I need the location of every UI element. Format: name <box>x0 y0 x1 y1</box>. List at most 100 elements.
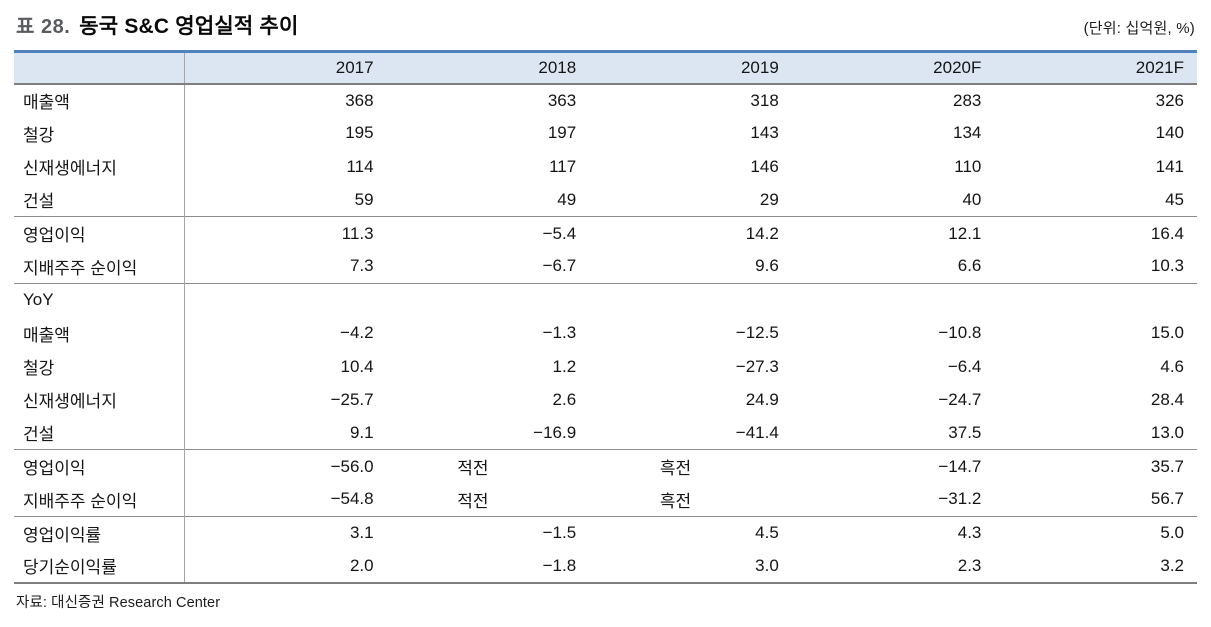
table-row: 영업이익률 3.1 −1.5 4.5 4.3 5.0 <box>14 515 1197 550</box>
cell: 28.4 <box>1150 389 1184 409</box>
cell: −10.8 <box>938 323 982 343</box>
row-label: 매출액 <box>14 83 185 117</box>
header-row: 2017 2018 2019 2020F 2021F <box>14 51 1197 85</box>
cell: 5.0 <box>994 515 1197 550</box>
cell: 40 <box>962 189 982 209</box>
table-row: 신재생에너지 114 117 146 110 141 <box>14 150 1197 184</box>
table-row: 지배주주 순이익 −54.8 적전 흑전 −31.2 56.7 <box>14 483 1197 517</box>
table-row: 신재생에너지 −25.7 2.6 24.9 −24.7 28.4 <box>14 383 1197 417</box>
cell <box>994 282 1197 317</box>
header-cell-empty <box>14 51 185 85</box>
row-label: 영업이익 <box>14 449 185 484</box>
cell: 29 <box>759 189 779 209</box>
table-title-row: 표 28. 동국 S&C 영업실적 추이 (단위: 십억원, %) <box>14 8 1197 50</box>
cell: −41.4 <box>735 422 779 442</box>
table-row: 영업이익 11.3 −5.4 14.2 12.1 16.4 <box>14 216 1197 250</box>
cell: 4.5 <box>589 515 792 550</box>
cell: 197 <box>547 123 577 143</box>
cell: 318 <box>750 90 779 110</box>
row-label: 신재생에너지 <box>14 150 185 184</box>
cell: 134 <box>953 123 982 143</box>
cell: 6.6 <box>957 256 982 276</box>
cell: 흑전 <box>659 491 692 511</box>
row-label: 철강 <box>14 116 185 151</box>
table-row: 철강 10.4 1.2 −27.3 −6.4 4.6 <box>14 349 1197 384</box>
cell <box>184 282 387 317</box>
cell: −16.9 <box>533 422 577 442</box>
table-row: 건설 59 49 29 40 45 <box>14 183 1197 217</box>
cell: 114 <box>346 156 374 176</box>
cell: −5.4 <box>386 216 590 250</box>
report-page: 표 28. 동국 S&C 영업실적 추이 (단위: 십억원, %) 2017 20… <box>14 8 1197 611</box>
cell: −24.7 <box>938 389 982 409</box>
row-label: 건설 <box>14 416 185 450</box>
cell: 4.6 <box>1160 356 1184 376</box>
cell: 146 <box>750 156 779 176</box>
header-cell-year: 2021F <box>994 51 1197 85</box>
cell: −27.3 <box>735 356 779 376</box>
cell: −25.7 <box>330 389 374 409</box>
cell: −31.2 <box>938 489 982 509</box>
cell: 10.4 <box>340 356 374 376</box>
cell: 16.4 <box>994 216 1197 250</box>
header-cell-year: 2019 <box>589 51 792 85</box>
row-label: 매출액 <box>14 316 185 350</box>
table-row: YoY <box>14 282 1197 317</box>
cell: 35.7 <box>994 449 1197 484</box>
cell: 117 <box>549 156 577 176</box>
header-cell-year: 2018 <box>386 51 590 85</box>
header-cell-year: 2020F <box>791 51 995 85</box>
cell: 1.2 <box>552 356 577 376</box>
row-label: YoY <box>14 282 185 317</box>
row-label: 지배주주 순이익 <box>14 483 185 517</box>
cell: −12.5 <box>735 323 779 343</box>
cell: 13.0 <box>1150 422 1184 442</box>
table-row: 건설 9.1 −16.9 −41.4 37.5 13.0 <box>14 416 1197 450</box>
cell: 56.7 <box>1150 489 1184 509</box>
cell: 적전 <box>457 491 489 511</box>
cell: −1.3 <box>542 323 577 343</box>
cell: 3.0 <box>755 555 779 575</box>
cell: 195 <box>345 123 374 143</box>
cell: 9.1 <box>349 422 374 442</box>
cell: 37.5 <box>948 422 982 442</box>
cell: 363 <box>547 90 577 110</box>
cell: −6.7 <box>542 256 577 276</box>
cell: −56.0 <box>184 449 387 484</box>
row-label: 건설 <box>14 183 185 217</box>
cell: 11.3 <box>184 216 387 250</box>
cell: 45 <box>1165 189 1184 209</box>
table-row: 당기순이익률 2.0 −1.8 3.0 2.3 3.2 <box>14 549 1197 583</box>
cell: 49 <box>557 189 577 209</box>
row-label: 신재생에너지 <box>14 383 185 417</box>
header-cell-year: 2017 <box>184 51 387 85</box>
cell: 4.3 <box>791 515 995 550</box>
row-label: 영업이익률 <box>14 515 185 550</box>
row-label: 지배주주 순이익 <box>14 249 185 284</box>
cell: 326 <box>1155 90 1184 110</box>
cell: −4.2 <box>340 323 374 343</box>
table-row: 영업이익 −56.0 적전 흑전 −14.7 35.7 <box>14 449 1197 484</box>
table-row: 매출액 −4.2 −1.3 −12.5 −10.8 15.0 <box>14 316 1197 350</box>
cell: 적전 <box>386 449 590 484</box>
table-row: 철강 195 197 143 134 140 <box>14 116 1197 151</box>
cell: 368 <box>345 90 374 110</box>
table-header: 2017 2018 2019 2020F 2021F <box>14 51 1197 85</box>
cell: 140 <box>1155 123 1184 143</box>
row-label: 철강 <box>14 349 185 384</box>
table-row: 지배주주 순이익 7.3 −6.7 9.6 6.6 10.3 <box>14 249 1197 284</box>
unit-note: (단위: 십억원, %) <box>1083 20 1195 37</box>
cell: 12.1 <box>791 216 995 250</box>
cell <box>791 282 995 317</box>
cell: 2.3 <box>957 555 982 575</box>
cell: 141 <box>1155 156 1184 176</box>
cell: 2.0 <box>349 555 374 575</box>
cell: 흑전 <box>589 449 792 484</box>
cell: −1.8 <box>542 555 577 575</box>
table-number-label: 표 28. <box>16 16 71 38</box>
cell: 2.6 <box>552 389 577 409</box>
cell <box>386 282 590 317</box>
cell: −14.7 <box>791 449 995 484</box>
cell: −1.5 <box>386 515 590 550</box>
cell: 283 <box>953 90 982 110</box>
